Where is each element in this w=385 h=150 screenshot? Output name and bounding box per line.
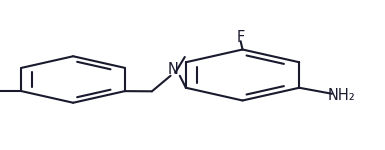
Text: NH₂: NH₂ — [328, 88, 355, 103]
Text: N: N — [168, 61, 179, 76]
Text: F: F — [236, 30, 245, 45]
